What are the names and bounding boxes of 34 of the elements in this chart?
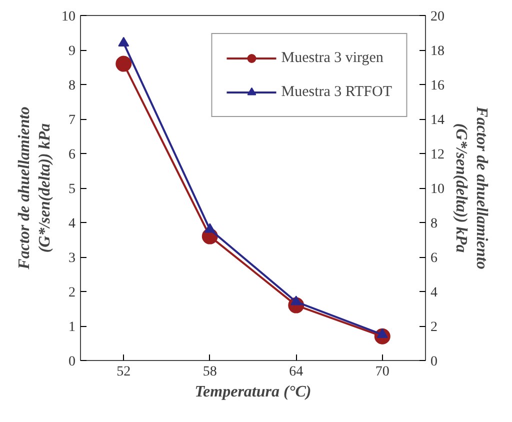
y-tick-label: 10 bbox=[62, 10, 76, 24]
point bbox=[118, 36, 130, 46]
y-axis-title: Factor de ahuellamiento (G*/sen(delta)) kPa bbox=[16, 106, 54, 270]
y2-tick-label: 6 bbox=[430, 251, 438, 266]
y2-tick-label: 14 bbox=[430, 113, 444, 128]
y-tick-label: 4 bbox=[68, 216, 76, 232]
x-tick-label: 52 bbox=[116, 364, 131, 380]
y2-axis-title: Factor de ahuellamiento (G*/sen(delta)) kPa bbox=[452, 106, 490, 270]
x-tick-label: 58 bbox=[202, 364, 217, 380]
y2-tick-label: 20 bbox=[430, 10, 444, 24]
y2-tick-label: 2 bbox=[430, 320, 438, 335]
x-axis-title: Temperatura (°C) bbox=[194, 384, 312, 400]
point bbox=[116, 56, 132, 72]
x-tick-label: 70 bbox=[375, 364, 390, 380]
y2-tick-label: 18 bbox=[430, 44, 444, 59]
y2-tick-label: 16 bbox=[430, 78, 444, 94]
x-tick-label: 64 bbox=[289, 364, 304, 380]
legend-label: Muestra 3 RTFOT bbox=[281, 84, 392, 100]
y-tick-label: 1 bbox=[68, 320, 76, 335]
legend-label: Muestra 3 virgen bbox=[281, 50, 384, 66]
y-tick-label: 3 bbox=[68, 251, 76, 266]
y2-tick-label: 0 bbox=[430, 354, 438, 370]
y-tick-label: 0 bbox=[68, 354, 76, 370]
y-tick-label: 8 bbox=[68, 78, 76, 94]
y-tick-label: 6 bbox=[68, 148, 76, 162]
y2-tick-label: 8 bbox=[430, 216, 438, 232]
point bbox=[204, 223, 216, 233]
y2-tick-label: 10 bbox=[430, 182, 444, 197]
y-tick-label: 2 bbox=[68, 286, 76, 300]
y2-tick-label: 4 bbox=[430, 286, 438, 300]
y2-tick-label: 12 bbox=[430, 148, 444, 162]
y-tick-label: 9 bbox=[68, 44, 76, 59]
y-tick-label: 5 bbox=[68, 182, 76, 197]
y-tick-label: 7 bbox=[68, 113, 76, 128]
